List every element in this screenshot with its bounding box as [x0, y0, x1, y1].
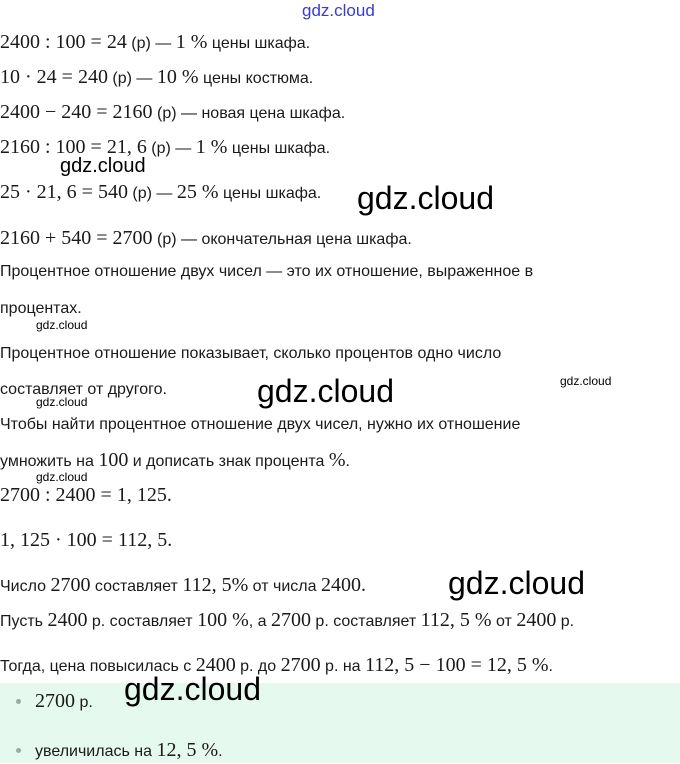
math-expression: 2400.: [320, 574, 366, 596]
math-expression: 25 %: [176, 181, 219, 203]
math-expression: 2400 : 100 = 24: [0, 31, 127, 53]
answer-item: увеличилась на 12, 5 %.: [0, 738, 223, 764]
text: р.: [75, 694, 93, 711]
watermark: gdz.cloud: [357, 180, 494, 216]
math-expression: 2700: [270, 609, 311, 631]
text: цены шкафа.: [227, 140, 331, 157]
text: р.: [556, 613, 575, 630]
text: умножить на: [0, 453, 99, 470]
watermark: gdz.cloud: [36, 395, 88, 409]
text: р. составляет: [87, 613, 198, 630]
text: р. до: [235, 658, 281, 675]
solution-line: процентах.: [0, 297, 82, 321]
text: (р) —: [127, 185, 177, 202]
solution-line: 2400 − 240 = 2160 (р) — новая цена шкафа…: [0, 100, 345, 126]
math-expression: 2400: [47, 609, 88, 631]
text: р. составляет: [310, 613, 421, 630]
text: Процентное отношение двух чисел — это их…: [0, 263, 534, 280]
text: (р) —: [126, 35, 176, 52]
text: , а: [248, 613, 271, 630]
text: цены шкафа.: [218, 185, 322, 202]
watermark: gdz.cloud: [36, 470, 88, 484]
text: Число: [0, 578, 51, 595]
solution-line: Процентное отношение двух чисел — это их…: [0, 260, 533, 284]
text: Процентное отношение показывает, сколько…: [0, 345, 502, 362]
math-expression: 100: [98, 449, 129, 471]
text: составляет от другого.: [0, 381, 167, 398]
math-expression: 10 · 24 = 240: [0, 66, 108, 88]
solution-line: 25 · 21, 6 = 540 (р) — 25 % цены шкафа.: [0, 180, 321, 206]
math-expression: 112, 5 − 100 = 12, 5 %: [365, 654, 549, 676]
watermark: gdz.cloud: [36, 318, 88, 332]
math-expression: 112, 5 %: [420, 609, 492, 631]
answer-block: [0, 683, 680, 763]
watermark: gdz.cloud: [560, 374, 612, 388]
math-expression: 2160 : 100 = 21, 6: [0, 136, 147, 158]
text: (р) — окончательная цена шкафа.: [152, 231, 412, 248]
watermark: gdz.cloud: [124, 671, 261, 707]
solution-line: умножить на 100 и дописать знак процента…: [0, 448, 350, 474]
bullet-icon: [16, 698, 21, 704]
solution-line: Пусть 2400 р. составляет 100 %, а 2700 р…: [0, 608, 574, 634]
solution-line: 2700 : 2400 = 1, 125.: [0, 483, 172, 509]
solution-line: Число 2700 составляет 112, 5% от числа 2…: [0, 573, 366, 599]
math-expression: 1 %: [175, 31, 208, 53]
solution-line: 2160 : 100 = 21, 6 (р) — 1 % цены шкафа.: [0, 135, 330, 161]
text: процентах.: [0, 300, 82, 317]
math-expression: 2400 − 240 = 2160: [0, 101, 153, 123]
solution-line: Чтобы найти процентное отношение двух чи…: [0, 413, 520, 437]
answer-item: 2700 р.: [0, 689, 93, 715]
text: .: [548, 658, 553, 675]
text: .: [218, 743, 223, 760]
solution-line: Тогда, цена повысилась с 2400 р. до 2700…: [0, 653, 553, 679]
text: цены костюма.: [198, 70, 314, 87]
watermark: gdz.cloud: [302, 1, 375, 20]
solution-line: 2160 + 540 = 2700 (р) — окончательная це…: [0, 226, 412, 252]
math-expression: 1 %: [195, 136, 228, 158]
text: .: [345, 453, 350, 470]
text: составляет: [90, 578, 183, 595]
text: от: [491, 613, 517, 630]
text: (р) —: [146, 140, 196, 157]
text: Тогда, цена повысилась с: [0, 658, 196, 675]
text: Пусть: [0, 613, 48, 630]
math-expression: 2700 : 2400 = 1, 125.: [0, 484, 172, 506]
math-expression: 2700: [50, 574, 91, 596]
text: Чтобы найти процентное отношение двух чи…: [0, 416, 521, 433]
bullet-icon: [16, 747, 21, 753]
math-expression: 2400: [516, 609, 557, 631]
math-expression: 25 · 21, 6 = 540: [0, 181, 128, 203]
text: (р) —: [107, 70, 157, 87]
math-expression: 12, 5 %: [156, 739, 219, 761]
math-expression: 2400: [195, 654, 236, 676]
watermark: gdz.cloud: [257, 373, 394, 409]
watermark: gdz.cloud: [448, 565, 585, 601]
text: от числа: [248, 578, 321, 595]
math-expression: 2700: [280, 654, 321, 676]
math-expression: 10 %: [156, 66, 199, 88]
text: (р) — новая цена шкафа.: [152, 105, 346, 122]
solution-line: 2400 : 100 = 24 (р) — 1 % цены шкафа.: [0, 30, 310, 56]
solution-line: Процентное отношение показывает, сколько…: [0, 342, 501, 366]
solution-line: 1, 125 · 100 = 112, 5.: [0, 528, 172, 554]
text: цены шкафа.: [207, 35, 311, 52]
math-expression: %: [328, 449, 346, 471]
math-expression: 2160 + 540 = 2700: [0, 227, 153, 249]
math-expression: 2700: [35, 690, 75, 712]
watermark: gdz.cloud: [60, 155, 146, 177]
math-expression: 1, 125 · 100 = 112, 5.: [0, 529, 173, 551]
text: р. на: [320, 658, 366, 675]
math-expression: 112, 5%: [182, 574, 249, 596]
solution-line: составляет от другого.: [0, 378, 167, 402]
solution-line: 10 · 24 = 240 (р) — 10 % цены костюма.: [0, 65, 313, 91]
math-expression: 100 %: [197, 609, 249, 631]
text: и дописать знак процента: [128, 453, 329, 470]
text: увеличилась на: [35, 743, 157, 760]
